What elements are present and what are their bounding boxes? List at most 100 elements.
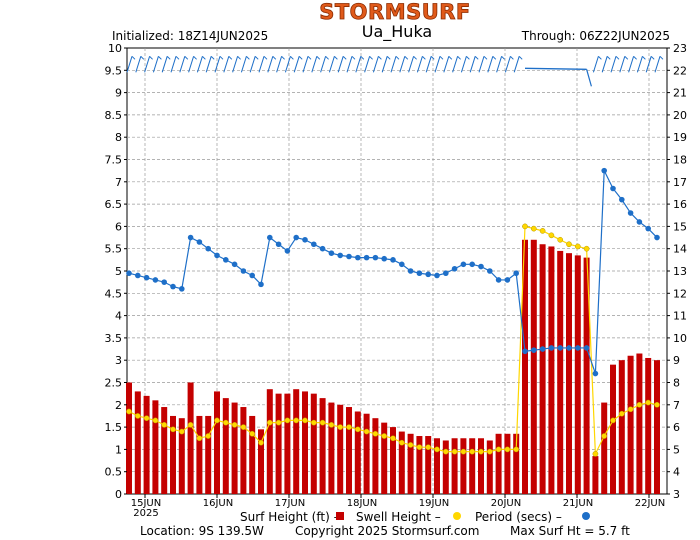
swell-point [328, 422, 335, 428]
swell-point [205, 433, 212, 439]
wind-arrow-barb [518, 55, 523, 60]
swell-point [654, 401, 660, 408]
wind-arrow-barb [360, 55, 365, 60]
right-tick-label: 7 [673, 399, 680, 412]
period-point [267, 234, 273, 241]
right-tick-label: 4 [673, 466, 680, 479]
wind-arrow-barb [307, 55, 312, 60]
wind-arrow-barb [430, 55, 435, 60]
wind-arrow-barb [166, 55, 171, 60]
surf-bar [495, 433, 502, 494]
swell-point [231, 422, 238, 428]
wind-arrow-barb [254, 55, 259, 60]
period-point [390, 257, 396, 263]
swell-point [126, 408, 132, 415]
wind-arrow-barb [369, 55, 373, 60]
legend-surf-label: Surf Height (ft) – [240, 510, 340, 524]
surf-bar [398, 431, 405, 494]
surf-bar [302, 391, 308, 494]
wind-arrow [302, 56, 309, 73]
wind-arrow-barb [140, 55, 145, 60]
period-point [451, 265, 458, 272]
left-tick-label: 5 [115, 265, 122, 278]
swell-point [284, 417, 291, 424]
wind-arrow [152, 56, 159, 73]
swell-point [618, 410, 625, 417]
period-line [126, 167, 660, 377]
swell-point [478, 448, 484, 455]
right-tick-label: 14 [673, 243, 687, 256]
right-tick-label: 17 [673, 176, 687, 189]
wind-arrow [434, 56, 441, 73]
wind-arrow [320, 56, 327, 73]
wind-arrow [355, 56, 362, 73]
wind-arrow-barb [246, 55, 250, 60]
left-tick-label: 2.5 [105, 377, 123, 390]
period-point [487, 268, 493, 274]
period-point [495, 277, 502, 283]
surf-bar [337, 404, 344, 494]
period-point [399, 261, 405, 268]
swell-point [583, 245, 590, 252]
swell-point [222, 419, 229, 426]
swell-point [425, 444, 432, 451]
swell-point [346, 424, 352, 430]
wind-arrow [487, 56, 494, 73]
wind-calm-segment [524, 67, 587, 70]
wind-arrow-barb [439, 55, 444, 60]
swell-point [557, 236, 564, 243]
swell-line [126, 223, 660, 457]
wind-arrow [628, 56, 635, 73]
wind-arrow-barb [202, 55, 206, 60]
wind-arrow-barb [501, 55, 505, 60]
swell-point [460, 448, 467, 455]
wind-arrow [443, 56, 450, 73]
left-tick-label: 4 [115, 310, 122, 323]
period-point [275, 241, 282, 248]
wind-arrow-barb [272, 55, 277, 60]
period-point [135, 272, 141, 279]
left-tick-label: 3.5 [105, 332, 123, 345]
period-point [196, 239, 203, 245]
wind-arrow [276, 56, 283, 73]
swell-point [434, 446, 440, 453]
swell-point [548, 232, 555, 239]
surf-bar [416, 436, 423, 494]
period-point [363, 254, 370, 261]
swell-point [310, 419, 317, 426]
right-tick-label: 18 [673, 154, 687, 167]
left-tick-label: 6 [115, 220, 122, 233]
right-tick-label: 13 [673, 265, 687, 278]
surf-bar [161, 407, 168, 494]
period-point [372, 254, 379, 261]
surf-bar [654, 360, 660, 494]
swell-point [178, 428, 185, 435]
surf-bar [451, 438, 458, 494]
swell-point [390, 435, 396, 442]
wind-arrow [592, 56, 599, 73]
surf-bar [152, 400, 159, 494]
surf-bar [214, 391, 220, 494]
swell-point [486, 448, 493, 455]
wind-arrow [416, 56, 423, 73]
period-point [460, 261, 467, 268]
period-point [337, 252, 344, 259]
period-point [513, 270, 519, 277]
legend-swell-label: Swell Height – [356, 510, 441, 524]
swell-point [539, 228, 546, 234]
wind-arrow-barb [624, 55, 629, 60]
swell-point [513, 446, 520, 453]
surf-bar [328, 402, 335, 494]
wind-arrow-barb [404, 55, 409, 60]
period-point [152, 277, 159, 283]
swell-point [522, 223, 528, 230]
x-year-label: 2025 [133, 508, 158, 519]
wind-arrow-barb [448, 55, 453, 60]
swell-point [469, 448, 476, 455]
surf-bar [178, 418, 185, 494]
right-tick-label: 5 [673, 443, 680, 456]
surf-bar [319, 398, 326, 494]
wind-arrow [284, 56, 291, 73]
spot-title: Ua_Huka [362, 22, 432, 42]
x-axis: 15JUN 16JUN 17JUN 18JUN 19JUN 20JUN 21JUN 22JUN… [131, 494, 665, 519]
